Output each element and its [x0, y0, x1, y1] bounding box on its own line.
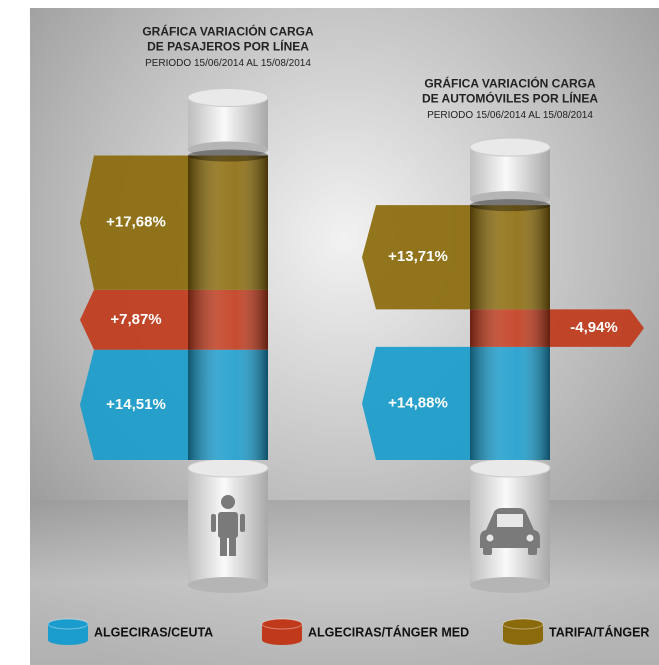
- legend-label: ALGECIRAS/TÁNGER MED: [308, 624, 469, 639]
- chart-subtitle: PERIODO 15/06/2014 AL 15/08/2014: [427, 110, 593, 121]
- legend-label: TARIFA/TÁNGER: [549, 624, 649, 639]
- value-arrow: [80, 349, 188, 460]
- legend-label: ALGECIRAS/CEUTA: [94, 625, 213, 639]
- chart-title: GRÁFICA VARIACIÓN CARGA: [424, 75, 596, 90]
- value-label: -4,94%: [570, 319, 618, 336]
- segment-shade: [188, 289, 268, 350]
- legend-swatch-bottom: [503, 635, 543, 645]
- segment-shade: [188, 155, 268, 290]
- person-icon: [211, 495, 245, 556]
- legend-swatch-bottom: [48, 635, 88, 645]
- chart-subtitle: PERIODO 15/06/2014 AL 15/08/2014: [145, 58, 311, 69]
- chart-title: DE AUTOMÓVILES POR LÍNEA: [422, 90, 598, 105]
- value-label: +17,68%: [106, 214, 166, 231]
- segment-shade: [470, 205, 550, 310]
- legend-swatch-bottom: [262, 635, 302, 645]
- legend-swatch-top: [502, 618, 544, 630]
- segment-shade: [470, 346, 550, 460]
- value-label: +13,71%: [388, 248, 448, 265]
- value-label: +14,51%: [106, 396, 166, 413]
- stack-top: [188, 149, 268, 162]
- floor: [30, 500, 659, 665]
- base-cylinder-top: [469, 458, 551, 478]
- base-cylinder-bottom: [470, 577, 550, 593]
- chart-title: DE PASAJEROS POR LÍNEA: [147, 39, 309, 54]
- segment-shade: [470, 309, 550, 347]
- base-cylinder-top: [187, 458, 269, 478]
- value-label: +14,88%: [388, 394, 448, 411]
- segment-shade: [188, 349, 268, 460]
- value-arrow: [550, 309, 644, 347]
- legend-swatch-top: [47, 618, 89, 630]
- top-cap-top: [187, 88, 269, 108]
- value-arrow: [362, 346, 470, 460]
- chart-title: GRÁFICA VARIACIÓN CARGA: [142, 24, 314, 39]
- value-arrow: [362, 205, 470, 310]
- base-cylinder-bottom: [188, 577, 268, 593]
- value-label: +7,87%: [110, 311, 161, 328]
- top-cap-top: [469, 137, 551, 157]
- car-icon: [480, 508, 540, 555]
- legend-swatch-top: [261, 618, 303, 630]
- value-arrow: [80, 289, 188, 350]
- top-cap-bottom: [470, 191, 550, 208]
- top-cap-bottom: [188, 141, 268, 158]
- value-arrow: [80, 155, 188, 290]
- stack-top: [470, 199, 550, 212]
